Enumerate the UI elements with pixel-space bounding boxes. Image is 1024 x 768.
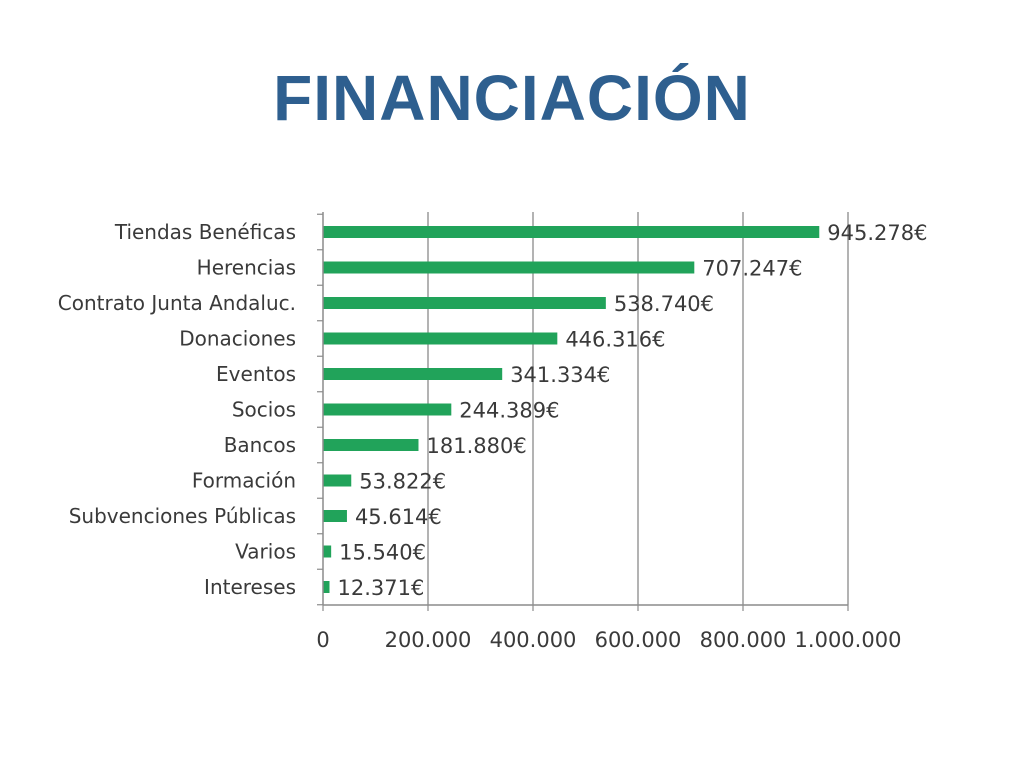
data-label: 707.247€ <box>702 257 802 281</box>
bar <box>323 297 606 309</box>
data-label: 53.822€ <box>359 470 446 494</box>
data-label: 244.389€ <box>459 399 559 423</box>
category-label: Tiendas Benéficas <box>114 220 296 244</box>
bar <box>323 474 352 487</box>
grid-lines <box>427 212 849 605</box>
data-label: 15.540€ <box>339 541 426 565</box>
bar <box>323 439 419 451</box>
bars <box>323 226 820 593</box>
bar <box>323 510 347 522</box>
bar <box>323 403 452 416</box>
category-label: Bancos <box>224 433 296 457</box>
page-title: FINANCIACIÓN <box>273 62 751 134</box>
bar <box>323 545 332 558</box>
bar <box>323 332 558 345</box>
x-tick-label: 600.000 <box>595 628 682 652</box>
x-tick-label: 400.000 <box>490 628 577 652</box>
category-label: Formación <box>192 469 296 493</box>
x-tick-label: 0 <box>316 628 329 652</box>
axes <box>317 212 849 611</box>
x-tick-label: 800.000 <box>700 628 787 652</box>
data-label: 45.614€ <box>355 505 442 529</box>
data-label: 181.880€ <box>426 434 526 458</box>
category-label: Socios <box>232 398 296 422</box>
data-label: 446.316€ <box>565 328 665 352</box>
category-label: Eventos <box>216 362 296 386</box>
data-label: 12.371€ <box>337 576 424 600</box>
labels: Tiendas Benéficas 945.278€ Herencias 707.24… <box>58 220 928 652</box>
category-label: Contrato Junta Andaluc. <box>58 291 296 315</box>
x-tick-label: 1.000.000 <box>795 628 902 652</box>
data-label: 341.334€ <box>510 363 610 387</box>
category-label: Herencias <box>197 256 296 280</box>
bar <box>323 368 503 380</box>
category-label: Varios <box>235 540 296 564</box>
category-label: Subvenciones Públicas <box>69 504 296 528</box>
category-label: Donaciones <box>179 327 296 351</box>
bar <box>323 261 695 274</box>
bar <box>323 226 820 238</box>
category-label: Intereses <box>204 575 296 599</box>
data-label: 538.740€ <box>614 292 714 316</box>
data-label: 945.278€ <box>827 221 927 245</box>
bar <box>323 581 330 593</box>
x-tick-label: 200.000 <box>385 628 472 652</box>
